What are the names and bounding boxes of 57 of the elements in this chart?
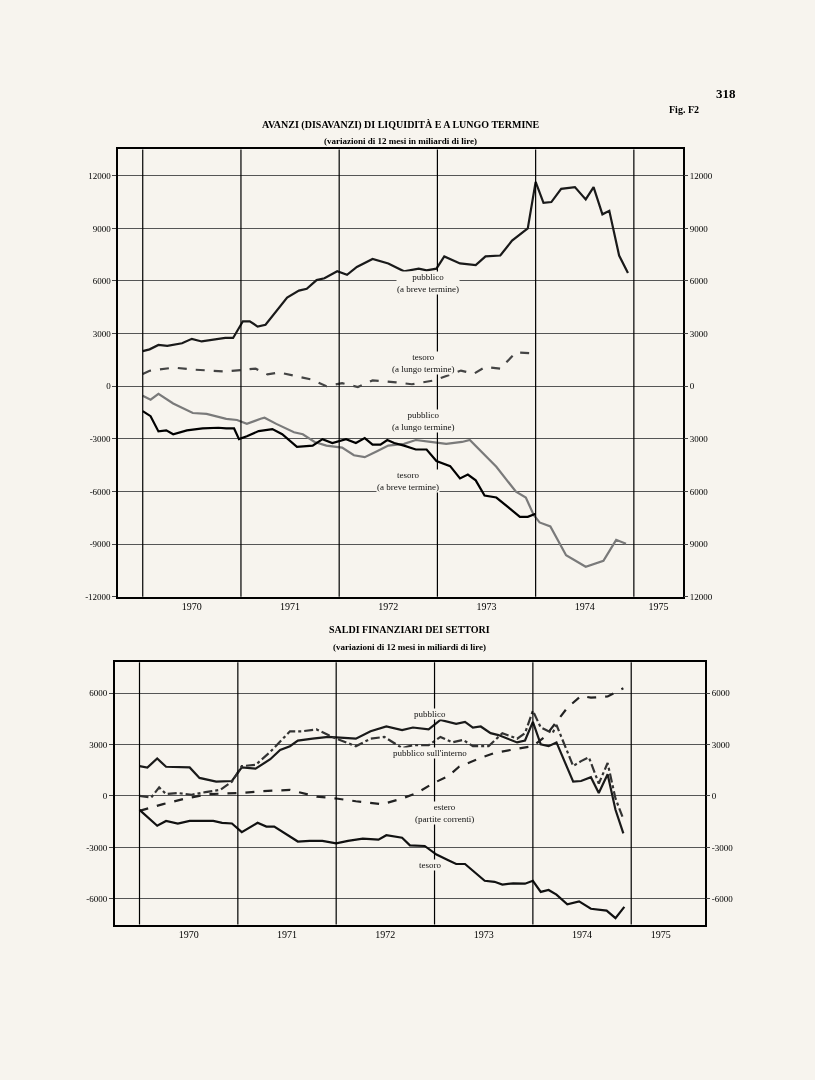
y2-tick-label: 9000 — [689, 223, 709, 234]
x-tick-label: 1975 — [648, 601, 669, 613]
y2-tick-label: 9000 — [689, 539, 709, 550]
x-tick-label: 1971 — [277, 929, 298, 941]
y2-tick-label: -3000 — [711, 842, 734, 853]
x-tick-label: 1975 — [650, 929, 671, 941]
y-tick-label: 6000 — [92, 276, 112, 287]
y-tick-label: -3000 — [86, 842, 108, 853]
text: 318 — [716, 86, 736, 101]
y-tick-label: 0 — [102, 791, 108, 802]
series-label: tesoro (a lungo termine) — [392, 352, 455, 374]
y2-tick-label: 12000 — [689, 170, 713, 181]
chart-subtitle: (variazioni di 12 mesi in miliardi di lire) — [324, 136, 478, 146]
line-series — [141, 180, 630, 353]
series-label: estero (partite correnti) — [415, 802, 475, 824]
line-series — [138, 808, 626, 920]
series-label: tesoro (a breve termine) — [377, 470, 439, 492]
chart-subtitle: (variazioni di 12 mesi in miliardi di lire) — [333, 642, 487, 652]
caption: Fig. F2 — [669, 104, 699, 115]
x-tick-label: 1970 — [178, 929, 199, 941]
y-tick-label: -9000 — [89, 539, 112, 550]
x-tick-label: 1974 — [572, 929, 593, 941]
x-tick-label: 1973 — [473, 929, 494, 941]
y2-tick-label: 3000 — [689, 433, 709, 444]
y-tick-label: -3000 — [89, 433, 112, 444]
x-tick-label: 1970 — [181, 601, 202, 613]
y2-tick-label: 0 — [689, 381, 695, 392]
x-tick-label: 1971 — [280, 601, 301, 613]
chart-title: AVANZI (DISAVANZI) DI LIQUIDITÀ E A LUNGO TERMINE — [262, 119, 540, 131]
y-tick-label: -12000 — [85, 591, 112, 602]
y2-tick-label: 3000 — [711, 739, 731, 750]
y2-tick-label: 3000 — [689, 328, 709, 339]
x-tick-label: 1972 — [375, 929, 396, 941]
series-label: pubblico (a lungo termine) — [392, 410, 455, 432]
y-tick-label: 0 — [106, 381, 112, 392]
series-label: tesoro — [419, 860, 442, 870]
y-tick-label: 9000 — [92, 223, 112, 234]
x-tick-label: 1974 — [574, 601, 595, 613]
y-tick-label: 3000 — [89, 739, 108, 750]
y2-tick-label: 6000 — [689, 486, 709, 497]
y2-tick-label: -6000 — [711, 893, 734, 904]
series-label: pubblico (a breve termine) — [397, 272, 459, 294]
series-label: pubblico sull'interno — [393, 748, 468, 758]
y2-tick-label: 6000 — [711, 688, 731, 699]
y2-tick-label: 12000 — [689, 591, 713, 602]
chart-title: SALDI FINANZIARI DEI SETTORI — [329, 624, 490, 635]
y-tick-label: -6000 — [86, 893, 108, 904]
y-tick-label: 12000 — [88, 170, 112, 181]
y-tick-label: 3000 — [92, 328, 112, 339]
y-tick-label: -6000 — [89, 486, 112, 497]
y2-tick-label: 0 — [711, 791, 717, 802]
x-tick-label: 1973 — [476, 601, 497, 613]
x-tick-label: 1972 — [378, 601, 399, 613]
series-label: pubblico — [414, 709, 446, 719]
line-series — [141, 392, 628, 568]
y-tick-label: 6000 — [89, 688, 108, 699]
y2-tick-label: 6000 — [689, 276, 709, 287]
